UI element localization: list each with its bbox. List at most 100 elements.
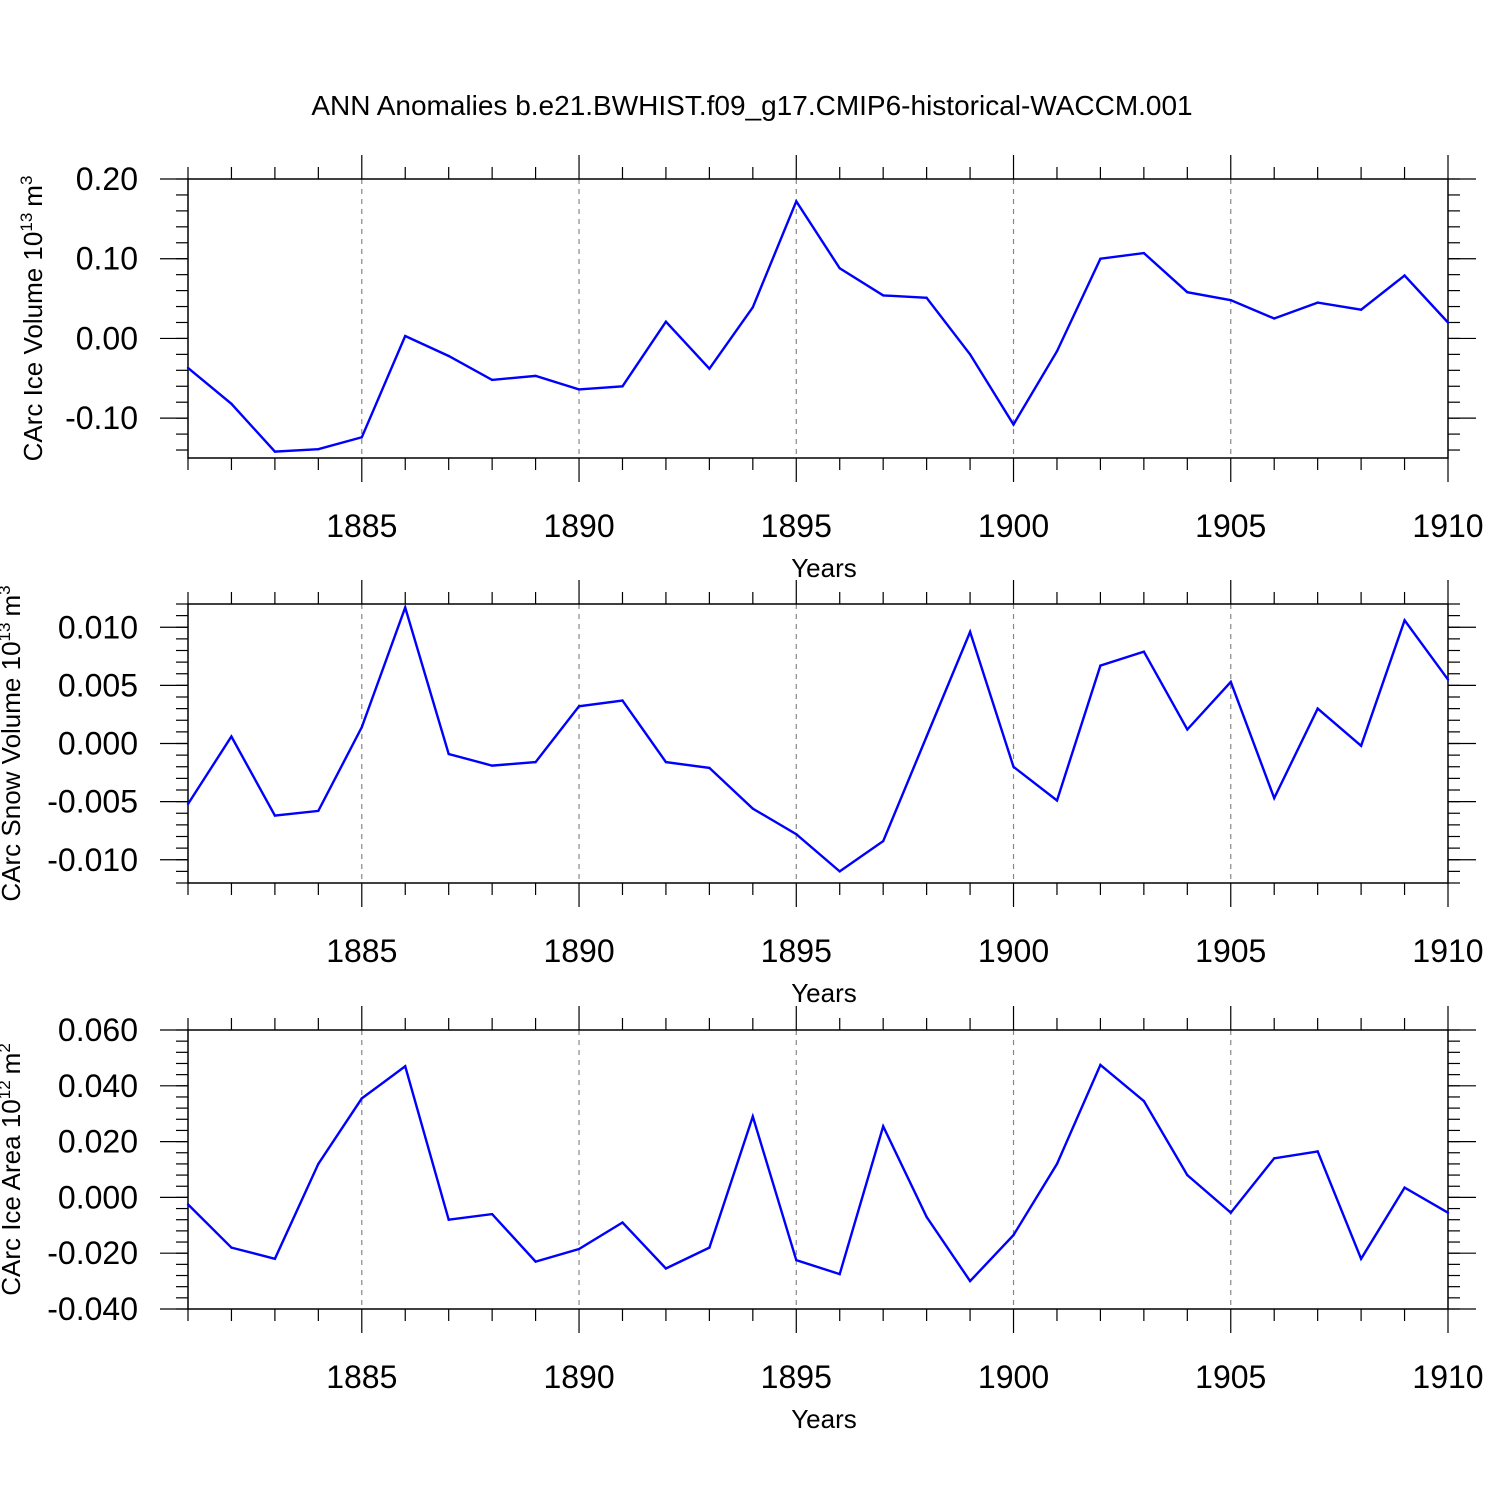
data-point	[708, 766, 711, 770]
x-axis-title: Years	[791, 978, 857, 1008]
x-tick-label: 1905	[1195, 933, 1266, 969]
data-point	[1316, 1150, 1319, 1153]
data-point	[751, 306, 755, 309]
y-axis-title-exponent: 13	[0, 623, 14, 642]
data-point	[925, 296, 928, 299]
data-point	[1055, 799, 1059, 802]
data-point	[881, 1125, 885, 1128]
plot-frame	[187, 178, 1449, 459]
y-tick-label: 0.000	[58, 1179, 138, 1215]
data-point	[1316, 301, 1319, 304]
data-point	[230, 1246, 233, 1249]
x-tick-label: 1910	[1412, 508, 1483, 544]
data-point	[1142, 251, 1146, 255]
data-point	[968, 1279, 972, 1283]
series-line	[187, 198, 1449, 453]
series-line	[186, 603, 1449, 873]
data-point	[925, 1215, 928, 1219]
data-point	[490, 1212, 494, 1216]
data-point	[621, 385, 624, 388]
y-axis-title-unit-exponent: 3	[17, 176, 36, 185]
data-point	[1229, 1211, 1232, 1214]
data-point	[404, 606, 407, 609]
data-point	[273, 450, 277, 453]
y-axis-title-exponent: 12	[0, 1080, 14, 1099]
x-tick-label: 1895	[761, 933, 832, 969]
data-point	[621, 1221, 624, 1224]
x-tick-label: 1890	[543, 1359, 614, 1395]
y-tick-label: -0.010	[47, 842, 138, 878]
y-tick-label: -0.040	[47, 1291, 138, 1327]
data-point	[1403, 619, 1406, 622]
data-point	[1403, 1186, 1406, 1189]
data-point	[1012, 423, 1015, 426]
data-point	[534, 1260, 537, 1263]
data-point	[1186, 1173, 1189, 1177]
x-tick-label: 1890	[543, 508, 614, 544]
y-axis-title-unit: m	[0, 1053, 26, 1075]
data-point	[1229, 680, 1232, 684]
data-point	[447, 1218, 450, 1221]
data-point	[360, 1097, 363, 1100]
y-axis-title-text: CArc Ice Area 10	[0, 1099, 26, 1296]
data-point	[708, 1246, 711, 1249]
data-point	[795, 832, 798, 836]
y-tick-label: 0.00	[76, 320, 138, 356]
data-point	[1273, 317, 1276, 320]
x-tick-label: 1895	[761, 1359, 832, 1395]
data-point	[1316, 707, 1319, 710]
data-point	[838, 267, 841, 270]
data-point	[1142, 1099, 1146, 1103]
data-point	[447, 752, 450, 756]
data-point	[490, 764, 494, 767]
y-tick-label: 0.040	[58, 1068, 138, 1104]
series-line	[187, 1062, 1449, 1284]
data-point	[490, 378, 494, 382]
data-point	[447, 354, 450, 358]
y-axis-title: CArc Ice Volume 1013 m3	[17, 176, 48, 462]
data-point	[360, 726, 363, 729]
data-point	[1403, 274, 1406, 277]
x-tick-label: 1900	[978, 933, 1049, 969]
data-point	[577, 388, 581, 391]
panel-ice-area: 1885 1890 1895 1900 1905 1910 0.060 0.040 0.020 0…	[0, 1006, 1484, 1434]
y-axis-title-text: CArc Snow Volume 10	[0, 641, 26, 901]
data-point	[1055, 349, 1059, 353]
data-point	[230, 735, 233, 738]
data-point	[317, 448, 320, 451]
data-point	[838, 870, 841, 873]
data-point	[404, 1065, 407, 1068]
data-point	[708, 367, 711, 370]
y-axis-title-text: CArc Ice Volume 10	[18, 232, 48, 462]
data-point	[1229, 298, 1232, 302]
panel-snow-volume: 1885 1890 1895 1900 1905 1910 0.010 0.005 0.000 -…	[0, 580, 1484, 1008]
x-tick-label: 1905	[1195, 1359, 1266, 1395]
data-point	[1142, 650, 1146, 653]
x-tick-label: 1885	[326, 1359, 397, 1395]
y-axis-title-unit-exponent: 3	[0, 585, 14, 594]
data-point	[317, 1162, 320, 1166]
data-point	[1359, 1257, 1363, 1260]
data-point	[360, 436, 363, 439]
data-point	[664, 1267, 668, 1270]
data-point	[1099, 664, 1102, 667]
panel-ice-volume: 1885 1890 1895 1900 1905 1910 0.20 0.10 0.00 -0.1…	[17, 155, 1484, 583]
y-tick-label: 0.060	[58, 1012, 138, 1048]
data-point	[273, 1257, 277, 1260]
y-tick-label: 0.020	[58, 1124, 138, 1160]
data-point	[534, 760, 537, 764]
data-point	[577, 1247, 581, 1251]
x-tick-label: 1895	[761, 508, 832, 544]
data-point	[968, 353, 972, 356]
y-tick-label: -0.005	[47, 784, 138, 820]
data-point	[1446, 1211, 1450, 1214]
x-tick-label: 1885	[326, 933, 397, 969]
y-tick-label: 0.000	[58, 726, 138, 762]
y-axis-title: CArc Ice Area 1012 m2	[0, 1043, 26, 1296]
data-point	[230, 402, 233, 405]
y-axis-title-unit-exponent: 2	[0, 1043, 14, 1052]
x-tick-label: 1910	[1412, 933, 1483, 969]
data-point	[1446, 678, 1450, 681]
data-point	[1359, 744, 1363, 748]
